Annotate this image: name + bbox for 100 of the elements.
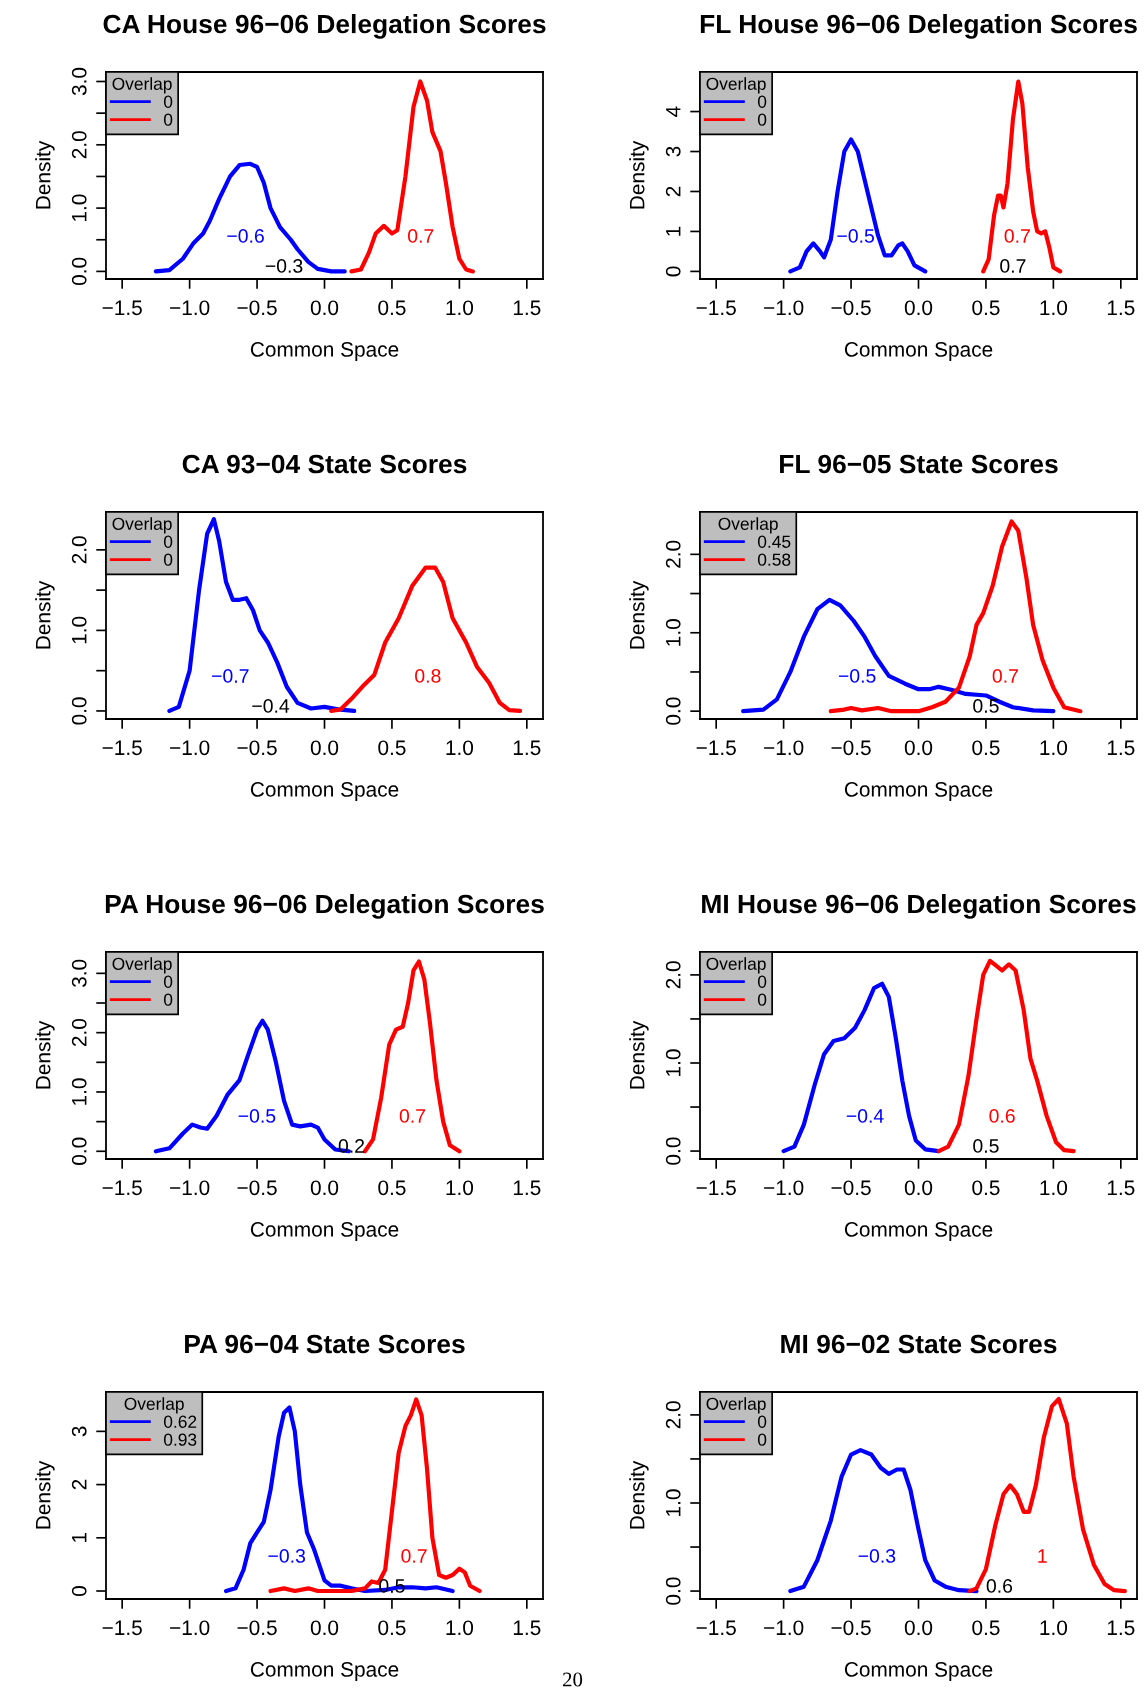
- y-tick-label: 1.0: [665, 1489, 681, 1516]
- x-tick-label: −1.5: [696, 1620, 736, 1636]
- x-tick-label: −1.0: [764, 1180, 804, 1196]
- x-tick-label: 1.5: [513, 300, 541, 316]
- x-tick-label: 1.0: [1040, 740, 1068, 756]
- x-tick-label: −0.5: [831, 740, 871, 756]
- chart-title: CA House 96−06 Delegation Scores: [103, 13, 546, 39]
- legend-label: 0.45: [757, 535, 791, 548]
- x-tick-label: −1.0: [170, 1620, 210, 1636]
- x-tick-label: 1.5: [1107, 740, 1135, 756]
- x-tick-label: −1.0: [170, 300, 210, 316]
- annotation: 0.6: [989, 1109, 1015, 1123]
- y-tick-label: 2.0: [665, 961, 681, 989]
- annotation: −0.5: [837, 229, 875, 243]
- y-tick-label: 2: [71, 1479, 87, 1490]
- x-tick-label: 1.5: [513, 740, 541, 756]
- annotation: −0.5: [838, 669, 876, 683]
- x-tick-label: −1.5: [696, 1180, 736, 1196]
- chart-title: MI 96−02 State Scores: [781, 1334, 1057, 1354]
- x-tick-label: −1.5: [102, 740, 142, 756]
- x-tick-label: −1.0: [764, 300, 804, 316]
- x-tick-label: 0.0: [904, 300, 933, 316]
- x-tick-label: 1.0: [446, 1180, 474, 1196]
- y-tick-label: 2.0: [71, 1019, 87, 1047]
- y-tick-label: 2: [665, 186, 681, 197]
- x-axis-title: Common Space: [844, 782, 993, 801]
- y-axis-title: Density: [629, 1460, 649, 1529]
- y-tick-label: 3: [71, 1426, 87, 1437]
- y-tick-label: 2.0: [71, 536, 87, 564]
- legend-label: 0: [163, 535, 173, 548]
- chart-title: PA House 96−06 Delegation Scores: [105, 893, 544, 919]
- line-series: [981, 79, 1063, 274]
- x-tick-label: 0.5: [972, 1620, 1000, 1636]
- annotation: −0.3: [265, 259, 303, 273]
- y-axis-title: Density: [629, 580, 649, 649]
- text: 20: [563, 1672, 583, 1687]
- annotation: −0.5: [238, 1109, 276, 1123]
- y-tick-label: 3.0: [71, 959, 87, 988]
- legend-title: Overlap: [706, 77, 766, 94]
- annotation: −0.3: [268, 1549, 306, 1563]
- line-series: [362, 959, 462, 1154]
- y-tick-label: 3: [665, 146, 681, 157]
- x-tick-label: −1.5: [102, 1620, 142, 1636]
- legend-title: Overlap: [112, 517, 172, 534]
- x-tick-label: −0.5: [831, 1620, 871, 1636]
- annotation: 0.7: [1004, 229, 1030, 243]
- legend-title: Overlap: [112, 77, 172, 94]
- line-series: [329, 565, 523, 714]
- x-axis-title: Common Space: [250, 1662, 399, 1681]
- y-tick-label: 1.0: [71, 616, 87, 644]
- x-tick-label: 0.5: [378, 740, 406, 756]
- chart-title: CA 93−04 State Scores: [182, 454, 467, 474]
- y-tick-label: 0.0: [665, 1137, 681, 1165]
- x-tick-label: 0.0: [310, 740, 339, 756]
- x-tick-label: −0.5: [237, 300, 277, 316]
- annotation: 0.2: [338, 1139, 365, 1153]
- chart-title: MI House 96−06 Delegation Scores: [702, 893, 1136, 919]
- x-axis-title: Common Space: [250, 782, 399, 801]
- annotation: 1: [1038, 1549, 1047, 1563]
- y-tick-label: 0.0: [665, 1577, 681, 1605]
- legend-label: 0: [757, 1415, 767, 1428]
- y-tick-label: 0: [71, 1586, 87, 1596]
- x-tick-label: 0.5: [972, 740, 1000, 756]
- chart-title: FL House 96−06 Delegation Scores: [700, 13, 1137, 39]
- y-tick-label: 1.0: [665, 1049, 681, 1076]
- x-tick-label: −0.5: [237, 740, 277, 756]
- x-tick-label: −1.5: [102, 300, 142, 316]
- y-axis-title: Density: [629, 140, 649, 209]
- x-tick-label: 0.0: [310, 1620, 339, 1636]
- y-tick-label: 1.0: [71, 1078, 87, 1105]
- legend-label: 0: [163, 993, 173, 1006]
- annotation: 0.5: [973, 699, 999, 713]
- chart-title: PA 96−04 State Scores: [185, 1334, 465, 1354]
- x-tick-label: −0.5: [831, 1180, 871, 1196]
- line-series: [741, 597, 1056, 714]
- x-tick-label: −0.5: [831, 300, 871, 316]
- line-series: [153, 161, 347, 274]
- annotation: −0.4: [252, 699, 290, 713]
- line-series: [788, 137, 928, 274]
- legend-label: 0.62: [163, 1415, 197, 1428]
- y-axis-title: Density: [35, 580, 55, 649]
- legend-label: 0: [757, 975, 767, 988]
- legend-title: Overlap: [706, 957, 766, 974]
- x-tick-label: 1.5: [513, 1180, 541, 1196]
- y-tick-label: 0: [665, 266, 681, 277]
- x-tick-label: 0.5: [378, 1620, 406, 1636]
- y-tick-label: 0.0: [665, 697, 681, 725]
- legend-label: 0: [163, 113, 173, 126]
- annotation: −0.6: [227, 229, 264, 243]
- legend-title: Overlap: [706, 1397, 766, 1414]
- x-tick-label: 1.5: [1107, 1180, 1135, 1196]
- x-axis-title: Common Space: [250, 342, 399, 361]
- x-tick-label: −1.0: [170, 740, 210, 756]
- x-tick-label: −1.5: [696, 300, 736, 316]
- annotation: −0.4: [846, 1109, 884, 1123]
- legend-label: 0: [757, 993, 767, 1006]
- x-tick-label: 1.0: [1040, 300, 1068, 316]
- annotation: 0.8: [415, 669, 441, 683]
- chart-title: FL 96−05 State Scores: [780, 454, 1058, 474]
- annotation: 0.7: [399, 1109, 426, 1123]
